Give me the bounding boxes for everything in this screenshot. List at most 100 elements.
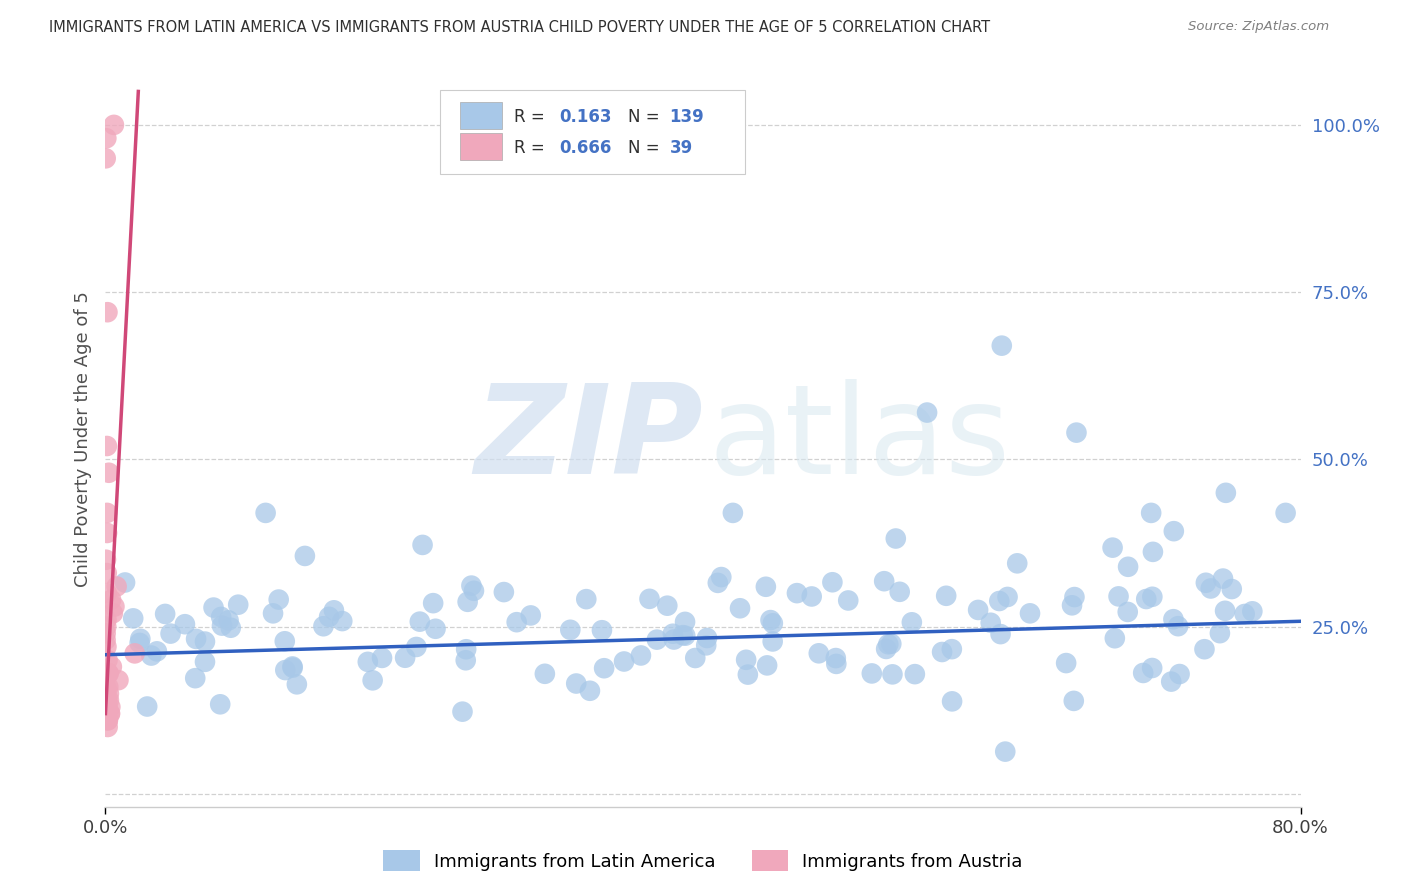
Point xyxy=(100,592,122,607)
Point xyxy=(262,607,284,621)
Point xyxy=(505,615,527,630)
Point xyxy=(463,583,485,598)
Point xyxy=(884,532,907,546)
Point xyxy=(613,655,636,669)
Point xyxy=(146,644,169,658)
Point xyxy=(904,667,927,681)
Point xyxy=(124,646,146,660)
Point xyxy=(114,575,136,590)
Point xyxy=(457,595,479,609)
Point xyxy=(534,666,557,681)
Point xyxy=(281,659,304,673)
Point xyxy=(1163,524,1185,538)
Point xyxy=(877,637,900,651)
Point xyxy=(96,619,118,633)
Point xyxy=(202,600,225,615)
Text: N =: N = xyxy=(627,139,665,157)
Point xyxy=(357,655,380,669)
Point xyxy=(136,699,159,714)
Point xyxy=(97,687,120,701)
Point xyxy=(101,660,124,674)
Point xyxy=(1160,674,1182,689)
Point xyxy=(323,603,346,617)
Point xyxy=(967,603,990,617)
Point xyxy=(1132,665,1154,680)
Point xyxy=(460,579,482,593)
Point xyxy=(451,705,474,719)
Point xyxy=(755,580,778,594)
Point xyxy=(103,118,125,132)
Point xyxy=(361,673,384,688)
Point xyxy=(1274,506,1296,520)
Point xyxy=(882,667,904,681)
FancyBboxPatch shape xyxy=(440,90,745,175)
Point xyxy=(184,632,207,646)
Point xyxy=(394,650,416,665)
Point xyxy=(591,624,613,638)
Point xyxy=(94,680,117,694)
Point xyxy=(673,629,696,643)
Point xyxy=(422,596,444,610)
Point xyxy=(274,634,297,648)
Point xyxy=(1233,607,1256,621)
Point xyxy=(1060,599,1083,613)
Point xyxy=(194,655,217,669)
Point xyxy=(456,642,478,657)
Point xyxy=(672,628,695,642)
Point xyxy=(97,466,120,480)
Text: 39: 39 xyxy=(669,139,693,157)
Point xyxy=(94,687,117,701)
Point xyxy=(786,586,808,600)
Point xyxy=(267,592,290,607)
Y-axis label: Child Poverty Under the Age of 5: Child Poverty Under the Age of 5 xyxy=(73,292,91,587)
Point xyxy=(710,570,733,584)
Point xyxy=(1220,582,1243,596)
Point xyxy=(98,706,121,721)
Point xyxy=(657,599,679,613)
Point xyxy=(1116,559,1139,574)
Point xyxy=(159,626,181,640)
Point xyxy=(807,646,830,660)
Point xyxy=(728,601,751,615)
Point xyxy=(107,673,129,688)
Text: R =: R = xyxy=(515,139,550,157)
Point xyxy=(425,622,447,636)
Point xyxy=(312,619,335,633)
Point xyxy=(405,640,427,654)
Point xyxy=(1168,667,1191,681)
Point xyxy=(997,590,1019,604)
Point xyxy=(96,439,118,453)
Point xyxy=(1142,590,1164,604)
Point xyxy=(294,549,316,563)
Point xyxy=(735,653,758,667)
Point xyxy=(412,538,434,552)
Point xyxy=(122,611,145,625)
Point xyxy=(96,693,118,707)
Point xyxy=(1241,604,1264,618)
Point xyxy=(1209,626,1232,640)
Point xyxy=(1005,557,1028,571)
Point xyxy=(101,607,124,621)
Point xyxy=(880,637,903,651)
Point xyxy=(1054,656,1077,670)
Point xyxy=(97,720,120,734)
Point xyxy=(218,613,240,627)
Point xyxy=(94,552,117,567)
Point xyxy=(860,666,883,681)
Point xyxy=(824,651,846,665)
Point xyxy=(662,632,685,647)
Point xyxy=(941,694,963,708)
Point xyxy=(141,648,163,663)
Point xyxy=(153,607,176,621)
Point xyxy=(519,608,541,623)
Point xyxy=(96,699,118,714)
Text: N =: N = xyxy=(627,108,665,126)
Point xyxy=(97,693,120,707)
Point xyxy=(873,574,896,589)
Point xyxy=(318,610,340,624)
Point xyxy=(96,526,118,541)
Point xyxy=(1135,592,1157,607)
Point xyxy=(994,745,1017,759)
Point xyxy=(1063,590,1085,604)
Point xyxy=(97,714,120,728)
